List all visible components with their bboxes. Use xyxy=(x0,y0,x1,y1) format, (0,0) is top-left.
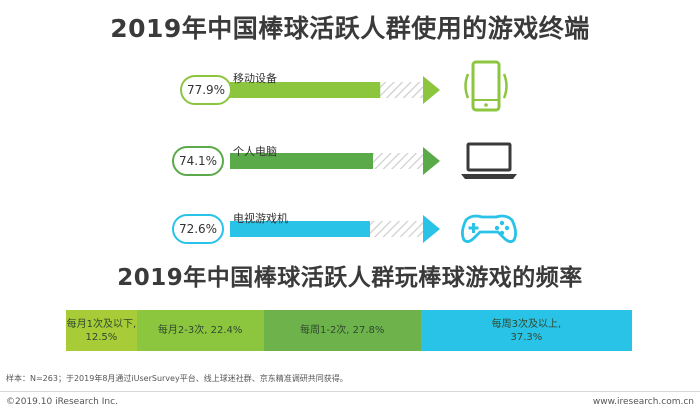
freq-label-line1: 每月1次及以下, xyxy=(66,318,137,330)
footer-divider xyxy=(0,391,700,392)
chart-title-frequency: 2019年中国棒球活跃人群玩棒球游戏的频率 xyxy=(117,265,583,291)
gamepad-icon xyxy=(461,214,517,243)
freq-segment-weekly-3-plus: 每周3次及以上, 37.3% xyxy=(420,310,632,351)
freq-label-line2: 37.3% xyxy=(510,331,543,343)
device-bar-remainder-0 xyxy=(380,82,423,98)
device-label-pc: 个人电脑 xyxy=(233,145,277,158)
chart-title-devices: 2019年中国棒球活跃人群使用的游戏终端 xyxy=(110,14,590,43)
device-label-mobile: 移动设备 xyxy=(233,72,277,85)
device-label-console: 电视游戏机 xyxy=(233,212,288,225)
device-arrowhead-2 xyxy=(423,215,440,243)
device-arrowhead-0 xyxy=(423,76,440,104)
freq-segment-weekly-1-2: 每周1-2次, 27.8% xyxy=(263,310,421,351)
website-link[interactable]: www.iresearch.com.cn xyxy=(592,397,694,407)
device-arrowhead-1 xyxy=(423,147,440,175)
freq-segment-monthly-2-3: 每月2-3次, 22.4% xyxy=(136,310,264,351)
device-bar-1 xyxy=(230,153,374,169)
freq-label-line1: 每周3次及以上, xyxy=(491,318,562,330)
device-arrows xyxy=(230,76,440,243)
copyright: ©2019.10 iResearch Inc. xyxy=(6,397,118,407)
device-bar-remainder-2 xyxy=(370,221,423,237)
device-bar-remainder-1 xyxy=(373,153,423,169)
freq-label-line1: 每月2-3次, 22.4% xyxy=(157,325,243,336)
freq-label-line1: 每周1-2次, 27.8% xyxy=(299,325,385,336)
device-bar-2 xyxy=(230,221,371,237)
freq-segment-monthly-1-or-less: 每月1次及以下, 12.5% xyxy=(66,310,137,351)
value-badge-pc: 74.1% xyxy=(172,146,224,176)
footnote: 样本：N=263；于2019年8月通过iUserSurvey平台、线上球迷社群、… xyxy=(6,374,348,383)
value-badge-mobile: 77.9% xyxy=(180,75,232,105)
laptop-icon xyxy=(461,142,517,179)
device-bar-0 xyxy=(230,82,381,98)
mobile-phone-icon xyxy=(464,60,508,112)
freq-label-line2: 12.5% xyxy=(85,331,118,343)
value-badge-console: 72.6% xyxy=(172,214,224,244)
